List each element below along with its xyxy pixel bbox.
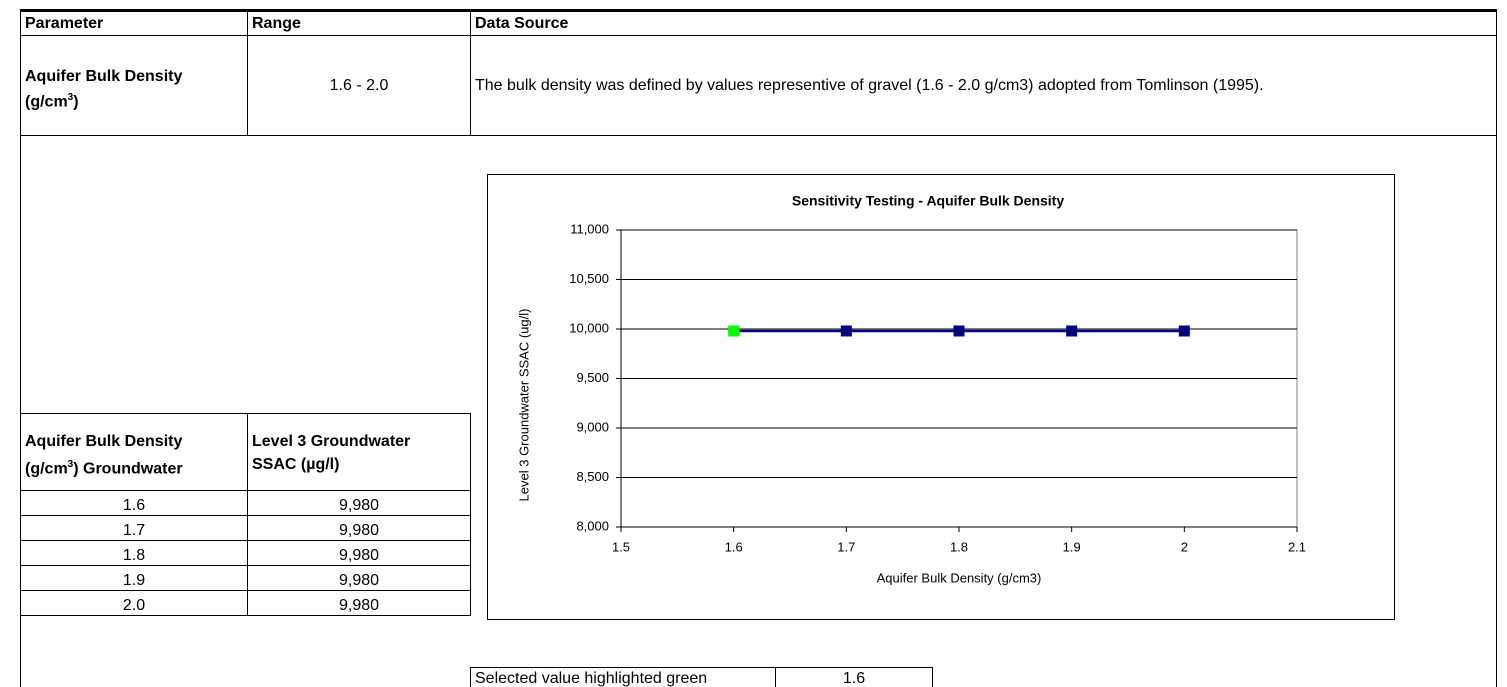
- selection-value: 1.6: [775, 667, 933, 687]
- parameter-unit: (g/cm: [25, 93, 68, 111]
- x-tick-label: 1.6: [725, 539, 743, 554]
- table-cell: 9,980: [247, 590, 471, 616]
- y-axis-label: Level 3 Groundwater SSAC (ug/l): [516, 309, 531, 502]
- marker: [1178, 325, 1190, 337]
- y-tick-label: 10,500: [569, 271, 609, 286]
- col-title: SSAC (µg/l): [252, 456, 340, 473]
- x-tick-label: 1.9: [1063, 539, 1081, 554]
- marker: [728, 325, 740, 337]
- y-tick-label: 8,500: [576, 469, 609, 484]
- parameter-unit: ): [73, 93, 79, 111]
- frame-left: [20, 135, 21, 687]
- top-rule: [20, 9, 1497, 12]
- marker: [840, 325, 852, 337]
- x-tick-label: 1.5: [612, 539, 630, 554]
- marker: [1066, 325, 1078, 337]
- chart-title: Sensitivity Testing - Aquifer Bulk Densi…: [792, 193, 1064, 209]
- superscript: 3: [67, 92, 74, 103]
- frame-right: [1496, 135, 1497, 687]
- y-tick-label: 10,000: [569, 320, 609, 335]
- y-tick-label: 9,500: [576, 370, 609, 385]
- y-tick-label: 9,000: [576, 419, 609, 434]
- parameter-cell: Aquifer Bulk Density (g/cm3): [20, 35, 248, 136]
- col-unit: ) Groundwater: [73, 460, 183, 478]
- x-tick-label: 1.7: [837, 539, 855, 554]
- superscript: 3: [67, 459, 74, 470]
- x-tick-label: 2: [1181, 539, 1188, 554]
- y-tick-label: 8,000: [576, 518, 609, 533]
- marker: [953, 325, 965, 337]
- parameter-name: Aquifer Bulk Density: [25, 68, 183, 85]
- source-cell: The bulk density was defined by values r…: [470, 35, 1497, 136]
- x-tick-label: 2.1: [1288, 539, 1306, 554]
- col-title: Aquifer Bulk Density: [25, 433, 183, 450]
- x-tick-label: 1.8: [950, 539, 968, 554]
- selection-label: Selected value highlighted green: [470, 667, 776, 687]
- y-tick-label: 11,000: [570, 221, 609, 236]
- x-axis-label: Aquifer Bulk Density (g/cm3): [877, 570, 1042, 585]
- col-unit: (g/cm: [25, 460, 68, 478]
- col-title: Level 3 Groundwater: [252, 433, 411, 450]
- chart-frame: [487, 174, 1395, 620]
